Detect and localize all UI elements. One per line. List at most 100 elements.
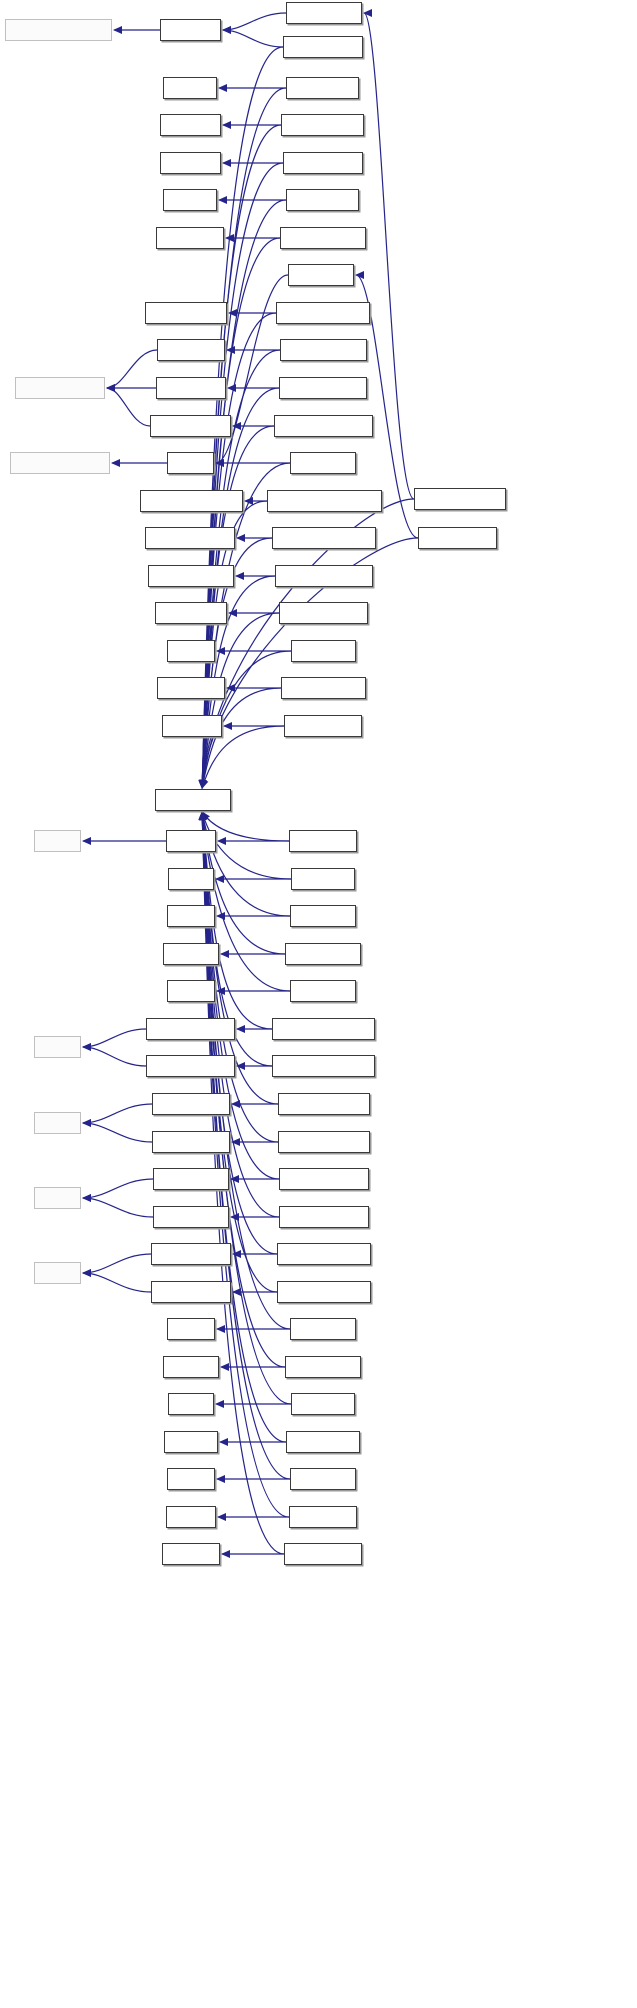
edge-sim_psk_dem-to-psk <box>82 1194 154 1218</box>
edge-sim_pam_dem-to-pam <box>82 1119 153 1143</box>
class-node-sci-fir-up[interactable] <box>418 527 497 549</box>
class-node-sim-qam-dem[interactable] <box>151 1281 231 1303</box>
class-node-sci-ap2iq[interactable] <box>283 152 363 174</box>
class-node-sci-src-x[interactable] <box>286 1431 360 1453</box>
edge-sim_binbuff-to-circular_buffer <box>106 349 158 392</box>
class-node-sim-wgn-x[interactable] <box>162 1543 220 1565</box>
class-node-sim-vco[interactable] <box>167 1468 215 1490</box>
class-node-sci-mix[interactable] <box>290 905 356 927</box>
class-node-sim-cofdm-dem[interactable] <box>146 1055 235 1077</box>
class-node-sim-fir-up-x[interactable] <box>286 2 362 24</box>
class-node-sci-qam-dem[interactable] <box>277 1281 371 1303</box>
class-node-sim-wgn[interactable] <box>166 1506 216 1528</box>
class-node-sci-lfsr[interactable] <box>289 830 357 852</box>
class-node-sim-circbuff-x[interactable] <box>150 415 231 437</box>
class-node-sim-counter[interactable] <box>155 602 227 624</box>
class-node-sim-ap2iq[interactable] <box>160 152 221 174</box>
class-node-sci-fir[interactable] <box>290 452 356 474</box>
class-node-sim-rms[interactable] <box>167 1318 215 1340</box>
class-node-sci-circbuff-x[interactable] <box>274 415 373 437</box>
class-node-spuc-fir-double[interactable] <box>10 452 110 474</box>
class-node-sim-cofdm-demap[interactable] <box>140 490 243 512</box>
class-node-sci-nco[interactable] <box>290 980 356 1002</box>
class-node-sim-psk-mod[interactable] <box>153 1168 229 1190</box>
class-node-sim-qam-mod[interactable] <box>151 1243 231 1265</box>
edge-sci_mix-to-sci_base <box>199 811 291 917</box>
class-node-sci-cofdm-demap[interactable] <box>267 490 382 512</box>
class-node-sci-rms-x[interactable] <box>285 1356 361 1378</box>
class-node-sci-counter[interactable] <box>279 602 368 624</box>
class-node-sim-pam-dem[interactable] <box>152 1131 230 1153</box>
class-node-qam[interactable] <box>34 1262 81 1284</box>
class-node-sci-casdec-x[interactable] <box>276 302 370 324</box>
class-node-sci-mix-x[interactable] <box>285 943 361 965</box>
class-node-sci-int2bin[interactable] <box>281 677 366 699</box>
class-node-sim-cofdm-map[interactable] <box>145 527 235 549</box>
class-node-sim-ejp[interactable] <box>167 640 215 662</box>
class-node-sim-cofdm-mod[interactable] <box>146 1018 235 1040</box>
class-node-sim-rms-x[interactable] <box>163 1356 219 1378</box>
class-node-sci-wgn-x[interactable] <box>284 1543 362 1565</box>
class-node-sim-lfsr[interactable] <box>166 830 216 852</box>
class-node-sci-cofdm-dem[interactable] <box>272 1055 375 1077</box>
class-node-sim-nco[interactable] <box>167 980 215 1002</box>
class-node-sci-fir-x[interactable] <box>283 36 363 58</box>
edge-sim_cofdm_mod-to-ofdm <box>82 1028 147 1051</box>
class-node-sci-bert[interactable] <box>286 189 359 211</box>
class-node-sim-bin2int[interactable] <box>156 227 224 249</box>
class-node-sim-binbuff[interactable] <box>157 339 225 361</box>
class-node-sci-rms[interactable] <box>290 1318 356 1340</box>
edge-sim_pam_mod-to-pam <box>82 1103 153 1127</box>
class-node-sim-amp-x[interactable] <box>160 114 221 136</box>
class-node-sci-binbuff[interactable] <box>280 339 367 361</box>
class-node-sim-mix-x[interactable] <box>163 943 219 965</box>
class-node-sci-amp[interactable] <box>286 77 359 99</box>
class-node-sci-pam-mod[interactable] <box>278 1093 370 1115</box>
class-node-lfsr[interactable] <box>34 830 81 852</box>
class-node-sim-fir-x[interactable] <box>160 19 221 41</box>
class-node-sim-cofdm-sel[interactable] <box>148 565 234 587</box>
class-node-sim-psk-dem[interactable] <box>153 1206 229 1228</box>
class-node-sci-psk-dem[interactable] <box>279 1206 369 1228</box>
class-node-sci-pam-dem[interactable] <box>278 1131 370 1153</box>
class-node-sci-lsr[interactable] <box>291 868 355 890</box>
class-node-ofdm[interactable] <box>34 1036 81 1058</box>
edge-sci_wgn-to-sci_base <box>198 811 290 1518</box>
class-node-sci-qam-mod[interactable] <box>277 1243 371 1265</box>
class-node-sim-pam-mod[interactable] <box>152 1093 230 1115</box>
class-node-circular-buffer[interactable] <box>15 377 105 399</box>
class-node-psk[interactable] <box>34 1187 81 1209</box>
class-node-sci-cofdm-sel[interactable] <box>275 565 373 587</box>
class-node-sim-iq2ap[interactable] <box>162 715 222 737</box>
edge-sim_qam_dem-to-qam <box>82 1269 152 1293</box>
class-node-sim-mix[interactable] <box>167 905 215 927</box>
class-node-sim-lsr[interactable] <box>168 868 214 890</box>
class-node-sim-casdec-x[interactable] <box>145 302 227 324</box>
class-node-sci-psk-mod[interactable] <box>279 1168 369 1190</box>
class-node-pam[interactable] <box>34 1112 81 1134</box>
class-node-sci-iq2ap[interactable] <box>284 715 362 737</box>
class-node-sci-cofdm-map[interactable] <box>272 527 376 549</box>
class-node-sci-vco[interactable] <box>290 1468 356 1490</box>
class-node-sim-fir[interactable] <box>167 452 214 474</box>
class-node-sci-src[interactable] <box>291 1393 355 1415</box>
class-node-sci-wgn[interactable] <box>289 1506 357 1528</box>
class-node-sci-base[interactable] <box>155 789 231 811</box>
class-node-sci-fir-up-x[interactable] <box>414 488 506 510</box>
class-node-sim-src-x[interactable] <box>164 1431 218 1453</box>
class-node-sim-bert[interactable] <box>163 189 217 211</box>
class-node-sim-src[interactable] <box>168 1393 214 1415</box>
class-node-sim-fir-up[interactable] <box>288 264 354 286</box>
class-node-sci-cofdm-mod[interactable] <box>272 1018 375 1040</box>
class-node-sim-int2bin[interactable] <box>157 677 225 699</box>
class-node-sci-ejp[interactable] <box>291 640 356 662</box>
class-node-sci-amp-x[interactable] <box>281 114 364 136</box>
class-node-sci-bin2int[interactable] <box>280 227 366 249</box>
class-node-sim-amp[interactable] <box>163 77 217 99</box>
class-node-sci-circbuff[interactable] <box>279 377 367 399</box>
edge-sim_fir_up_x-to-sim_fir_x <box>222 12 287 34</box>
class-node-spuc-fir-complexd[interactable] <box>5 19 112 41</box>
edge-sci_fir_x-to-sim_fir_x <box>222 26 284 48</box>
class-node-sim-circbuff[interactable] <box>156 377 226 399</box>
